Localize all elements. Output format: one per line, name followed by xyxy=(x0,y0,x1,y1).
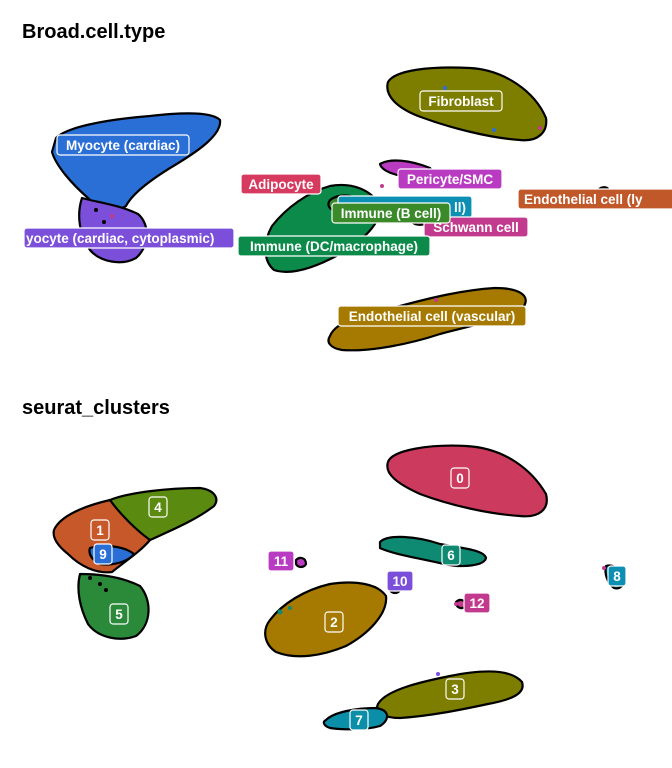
panel-broad-cell-type: Broad.cell.type xyxy=(22,21,672,352)
panel-title: Broad.cell.type xyxy=(22,21,165,43)
label-text: Immune (DC/macrophage) xyxy=(250,239,418,254)
label-text: 10 xyxy=(392,574,407,589)
label-immune-b-cell: Immune (B cell) xyxy=(331,202,451,224)
label-3: 3 xyxy=(445,678,465,700)
label-text: 9 xyxy=(99,547,107,562)
label-text: 12 xyxy=(469,596,484,611)
label-endothelial-vascular: Endothelial cell (vascular) xyxy=(337,305,527,327)
label-text: Fibroblast xyxy=(428,94,494,109)
label-text: Pericyte/SMC xyxy=(407,172,494,187)
label-endothelial-lymphatic: Endothelial cell (ly xyxy=(517,188,672,210)
label-pericyte-smc: Pericyte/SMC xyxy=(397,168,503,190)
label-text: 6 xyxy=(447,548,455,563)
cluster-number-labels: 0 4 1 9 6 11 8 xyxy=(90,467,627,731)
label-2: 2 xyxy=(324,611,344,633)
label-text: yocyte (cardiac, cytoplasmic) xyxy=(26,231,214,246)
label-text: 11 xyxy=(274,554,289,569)
label-text: 2 xyxy=(330,615,338,630)
label-9: 9 xyxy=(93,543,113,565)
label-text: 1 xyxy=(96,523,104,538)
label-myocyte-cardiac: Myocyte (cardiac) xyxy=(56,134,190,156)
panel-title: seurat_clusters xyxy=(22,397,170,419)
label-immune-dc-macrophage: Immune (DC/macrophage) xyxy=(237,235,431,257)
label-8: 8 xyxy=(607,565,627,587)
label-text: 4 xyxy=(154,500,162,515)
cluster-6 xyxy=(378,535,488,568)
label-text: 3 xyxy=(451,682,459,697)
label-text: 0 xyxy=(456,471,464,486)
label-10: 10 xyxy=(386,570,414,592)
label-text: Adipocyte xyxy=(248,177,314,192)
label-text: Endothelial cell (vascular) xyxy=(349,309,516,324)
cluster-myocyte-cardiac xyxy=(50,112,222,211)
label-5: 5 xyxy=(109,603,129,625)
label-11: 11 xyxy=(267,550,295,572)
label-0: 0 xyxy=(450,467,470,489)
label-text: Endothelial cell (ly xyxy=(524,192,643,207)
label-4: 4 xyxy=(148,496,168,518)
panel-seurat-clusters: seurat_clusters xyxy=(22,397,627,731)
label-fibroblast: Fibroblast xyxy=(419,90,503,112)
cluster-labels: Fibroblast Myocyte (cardiac) Adipocyte P… xyxy=(23,90,672,327)
label-6: 6 xyxy=(441,544,461,566)
cluster-11 xyxy=(294,556,308,569)
label-text: 7 xyxy=(355,713,363,728)
label-text: ll) xyxy=(454,200,466,215)
label-text: Myocyte (cardiac) xyxy=(66,138,180,153)
label-adipocyte: Adipocyte xyxy=(240,173,322,195)
label-12: 12 xyxy=(463,592,491,614)
label-1: 1 xyxy=(90,519,110,541)
stray-points xyxy=(88,566,606,676)
label-text: 5 xyxy=(115,607,123,622)
label-myocyte-cardiac-cytoplasmic: yocyte (cardiac, cytoplasmic) xyxy=(23,227,235,249)
label-text: 8 xyxy=(613,569,621,584)
label-7: 7 xyxy=(349,709,369,731)
label-text: Immune (B cell) xyxy=(341,206,442,221)
label-text: Schwann cell xyxy=(433,220,519,235)
